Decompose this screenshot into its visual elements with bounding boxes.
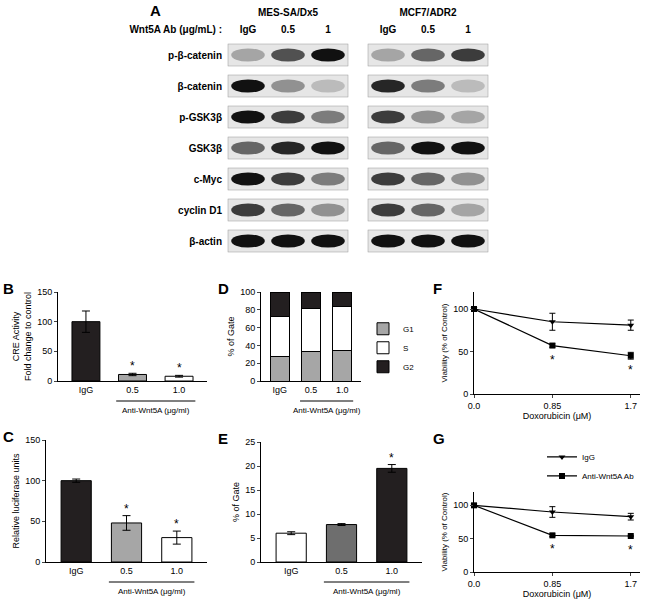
svg-text:β-catenin: β-catenin <box>178 81 222 92</box>
svg-text:100: 100 <box>453 304 468 314</box>
svg-text:p-β-catenin: p-β-catenin <box>168 50 222 61</box>
svg-text:60: 60 <box>245 323 255 333</box>
svg-text:*: * <box>628 543 633 557</box>
svg-text:0.5: 0.5 <box>281 24 295 35</box>
svg-text:IgG: IgG <box>380 24 397 35</box>
svg-text:80: 80 <box>245 305 255 315</box>
svg-text:IgG: IgG <box>79 385 94 395</box>
html-text:B: B <box>3 280 14 297</box>
svg-text:β-actin: β-actin <box>189 236 222 247</box>
html-text:E: E <box>218 430 228 447</box>
svg-text:G1: G1 <box>403 325 414 334</box>
svg-text:Viability (% of Control): Viability (% of Control) <box>440 492 449 571</box>
svg-text:25: 25 <box>245 437 255 447</box>
svg-text:0: 0 <box>250 376 255 386</box>
svg-text:Anti-Wnt5A Ab: Anti-Wnt5A Ab <box>582 472 634 481</box>
svg-text:150: 150 <box>25 435 40 445</box>
html-text:C: C <box>3 428 14 445</box>
svg-text:% of Gate: % of Gate <box>226 316 236 356</box>
html-text:A: A <box>150 2 161 19</box>
svg-text:MCF7/ADR2: MCF7/ADR2 <box>399 7 457 18</box>
svg-text:*: * <box>177 361 182 375</box>
svg-text:0.5: 0.5 <box>126 385 139 395</box>
svg-text:c-Myc: c-Myc <box>194 174 223 185</box>
svg-text:40: 40 <box>245 341 255 351</box>
svg-text:IgG: IgG <box>582 453 595 462</box>
svg-text:1: 1 <box>325 24 331 35</box>
svg-text:1.7: 1.7 <box>625 401 638 411</box>
svg-text:0.0: 0.0 <box>468 579 481 589</box>
html-text:G: G <box>433 430 445 447</box>
svg-text:cyclin D1: cyclin D1 <box>178 205 222 216</box>
svg-text:Doxorubicin (μM): Doxorubicin (μM) <box>523 589 592 599</box>
svg-text:0: 0 <box>463 567 468 577</box>
svg-text:S: S <box>403 344 408 353</box>
svg-text:1.0: 1.0 <box>171 566 184 576</box>
svg-text:0.0: 0.0 <box>468 401 481 411</box>
svg-text:0: 0 <box>35 557 40 567</box>
svg-text:IgG: IgG <box>240 24 257 35</box>
svg-text:GSK3β: GSK3β <box>189 143 222 154</box>
svg-text:50: 50 <box>458 534 468 544</box>
svg-text:% of Gate: % of Gate <box>231 482 241 522</box>
svg-text:0.5: 0.5 <box>421 24 435 35</box>
svg-text:100: 100 <box>25 476 40 486</box>
svg-text:G2: G2 <box>403 363 414 372</box>
svg-text:Anti-Wnt5A (μg/ml): Anti-Wnt5A (μg/ml) <box>333 587 401 596</box>
svg-text:Anti-Wnt5A (μg/ml): Anti-Wnt5A (μg/ml) <box>293 406 361 415</box>
svg-text:50: 50 <box>30 516 40 526</box>
svg-text:100: 100 <box>37 317 52 327</box>
svg-text:0.5: 0.5 <box>120 566 133 576</box>
svg-text:50: 50 <box>42 346 52 356</box>
svg-text:1.7: 1.7 <box>625 579 638 589</box>
svg-text:0.5: 0.5 <box>335 566 348 576</box>
svg-text:1: 1 <box>465 24 471 35</box>
svg-text:*: * <box>389 451 394 465</box>
svg-text:*: * <box>550 542 555 556</box>
svg-text:IgG: IgG <box>284 566 299 576</box>
html-text:D: D <box>218 280 229 297</box>
svg-text:15: 15 <box>245 485 255 495</box>
svg-text:*: * <box>124 502 129 516</box>
svg-text:20: 20 <box>245 358 255 368</box>
svg-text:1.0: 1.0 <box>336 385 349 395</box>
svg-text:0: 0 <box>250 557 255 567</box>
svg-text:IgG: IgG <box>272 385 287 395</box>
html-text:F: F <box>433 280 443 297</box>
svg-text:*: * <box>550 353 555 367</box>
svg-text:Relative luciferase units: Relative luciferase units <box>11 453 21 549</box>
svg-text:0.85: 0.85 <box>544 579 562 589</box>
svg-text:*: * <box>628 363 633 377</box>
svg-text:*: * <box>174 517 179 531</box>
svg-text:Anti-Wnt5A (μg/ml): Anti-Wnt5A (μg/ml) <box>118 587 186 596</box>
svg-text:0: 0 <box>463 389 468 399</box>
svg-text:1.0: 1.0 <box>173 385 186 395</box>
svg-text:100: 100 <box>240 287 255 297</box>
svg-text:0.85: 0.85 <box>544 401 562 411</box>
svg-text:100: 100 <box>453 500 468 510</box>
svg-text:CRE ActivityFold change to con: CRE ActivityFold change to control <box>11 292 33 381</box>
svg-text:10: 10 <box>245 509 255 519</box>
svg-text:IgG: IgG <box>69 566 84 576</box>
svg-text:1.0: 1.0 <box>386 566 399 576</box>
svg-text:0.5: 0.5 <box>305 385 318 395</box>
svg-text:p-GSK3β: p-GSK3β <box>179 112 222 123</box>
svg-text:Wnt5A Ab (μg/mL) :: Wnt5A Ab (μg/mL) : <box>129 24 222 35</box>
svg-text:Viability (% of Control): Viability (% of Control) <box>440 303 449 382</box>
svg-text:50: 50 <box>458 347 468 357</box>
svg-text:20: 20 <box>245 461 255 471</box>
svg-text:Doxorubicin (μM): Doxorubicin (μM) <box>523 411 592 421</box>
svg-text:MES-SA/Dx5: MES-SA/Dx5 <box>258 7 318 18</box>
svg-text:*: * <box>130 359 135 373</box>
svg-text:150: 150 <box>37 287 52 297</box>
svg-text:5: 5 <box>250 533 255 543</box>
svg-text:0: 0 <box>47 376 52 386</box>
svg-text:Anti-Wnt5A (μg/ml): Anti-Wnt5A (μg/ml) <box>122 406 190 415</box>
